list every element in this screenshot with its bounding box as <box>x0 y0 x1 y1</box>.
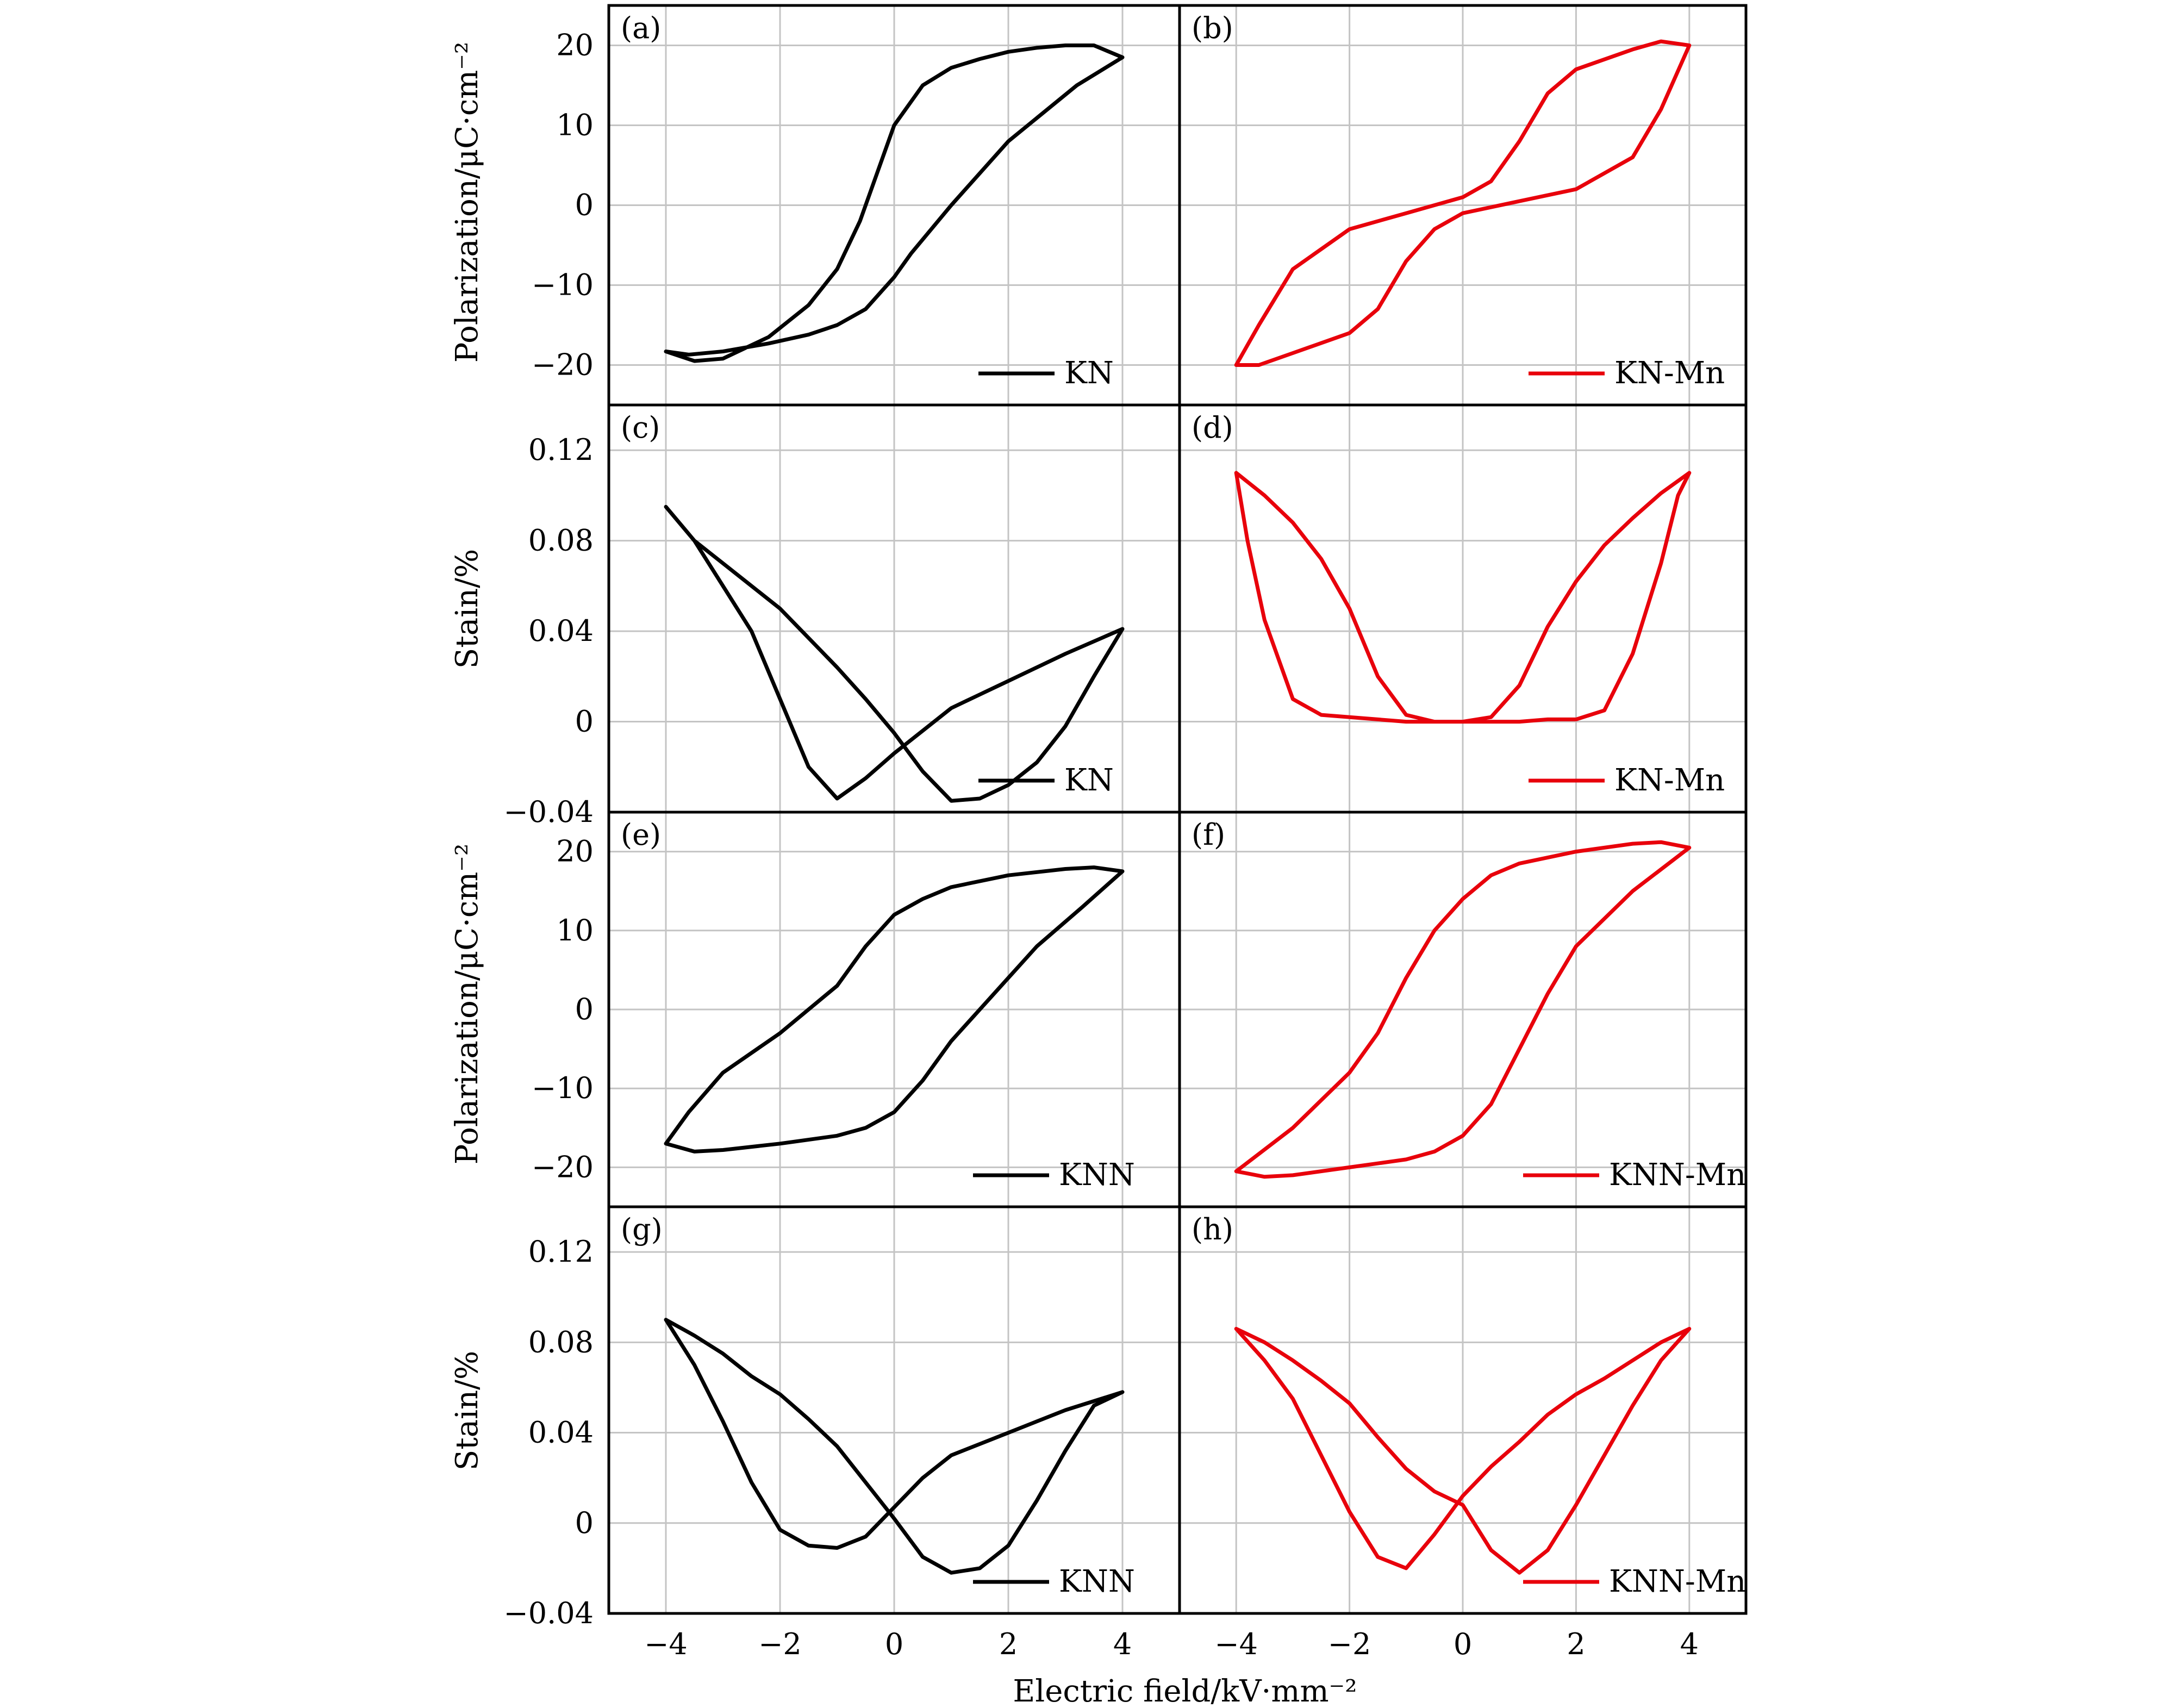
y-tick-label: −0.04 <box>504 795 594 829</box>
panel-label: (f) <box>1192 818 1225 852</box>
y-axis-label-polarization-top: Polarization/μC·cm⁻² <box>450 42 485 363</box>
y-axis-label-strain-upper: Stain/% <box>450 549 485 669</box>
y-tick-label: −10 <box>532 1071 594 1105</box>
panel-frame <box>1178 1205 1748 1615</box>
panel-label: (d) <box>1192 410 1233 445</box>
x-axis-label: Electric field/kV·mm⁻² <box>1013 1674 1357 1708</box>
y-tick-label: 0.04 <box>528 1416 594 1450</box>
y-tick-label: −20 <box>532 348 594 382</box>
series-line-kn <box>664 43 1125 363</box>
x-tick-label: −2 <box>758 1627 802 1661</box>
x-tick-label: 0 <box>885 1627 903 1661</box>
y-tick-label: 0 <box>575 1506 594 1540</box>
series-line-knn <box>664 865 1125 1154</box>
x-tick-label: 2 <box>1567 1627 1585 1661</box>
y-tick-label: 0 <box>575 992 594 1026</box>
y-tick-label: 20 <box>556 834 594 869</box>
legend-label: KNN-Mn <box>1609 1157 1746 1193</box>
y-tick-label: 0.08 <box>528 1325 594 1359</box>
panel-a: −20 −10 0 10 20 (a) KN <box>532 4 1181 407</box>
y-tick-label: −20 <box>532 1150 594 1184</box>
legend-label: KNN <box>1059 1157 1135 1193</box>
x-tick-label: 4 <box>1113 1627 1132 1661</box>
panel-label: (h) <box>1192 1212 1233 1246</box>
panel-d: (d) KN-Mn <box>1178 403 1748 814</box>
y-tick-label: −10 <box>532 268 594 302</box>
legend-label: KN-Mn <box>1614 763 1725 798</box>
series-line-knn <box>664 1318 1125 1575</box>
x-tick-label: −4 <box>1214 1627 1258 1661</box>
y-tick-label: 0.12 <box>528 1235 594 1269</box>
panel-c: −0.04 0 0.04 0.08 0.12 (c) KN <box>504 403 1181 829</box>
x-tick-label: 2 <box>999 1627 1018 1661</box>
panel-f: (f) KNN-Mn <box>1178 811 1748 1208</box>
y-tick-label: −0.04 <box>504 1596 594 1630</box>
panel-b: (b) KN-Mn <box>1178 4 1748 407</box>
legend-label: KN <box>1064 356 1114 391</box>
panel-label: (e) <box>621 818 661 852</box>
y-tick-label: 20 <box>556 28 594 63</box>
legend-label: KNN-Mn <box>1609 1564 1746 1599</box>
series-line-kn-mn <box>1234 39 1692 367</box>
legend-label: KN <box>1064 763 1114 798</box>
y-tick-label: 0.04 <box>528 614 594 648</box>
series-line-knn-mn <box>1234 1326 1692 1575</box>
y-axis-labels-layer: Polarization/μC·cm⁻² Stain/% Polarizatio… <box>450 42 485 1470</box>
y-tick-label: 0 <box>575 705 594 739</box>
legend-label: KNN <box>1059 1564 1135 1599</box>
y-axis-label-polarization-bottom: Polarization/μC·cm⁻² <box>450 844 485 1165</box>
series-line-knn-mn <box>1234 840 1692 1179</box>
x-tick-label: 4 <box>1680 1627 1699 1661</box>
y-tick-label: 10 <box>556 913 594 947</box>
panel-g: −0.04 0 0.04 0.08 0.12 −4 −2 0 2 4 (g) KNN <box>504 1205 1181 1661</box>
series-line-kn <box>664 504 1125 803</box>
panel-label: (b) <box>1192 11 1233 45</box>
y-tick-label: 0 <box>575 188 594 222</box>
panel-label: (a) <box>621 11 661 45</box>
panel-h: −4 −2 0 2 4 (h) KNN-Mn <box>1178 1205 1748 1661</box>
panel-label: (g) <box>621 1212 663 1246</box>
legend-label: KN-Mn <box>1614 356 1725 391</box>
y-tick-label: 0.08 <box>528 523 594 558</box>
x-tick-label: −2 <box>1328 1627 1371 1661</box>
x-tick-label: −4 <box>644 1627 688 1661</box>
y-tick-label: 10 <box>556 108 594 142</box>
series-line-kn-mn <box>1234 471 1692 724</box>
panel-label: (c) <box>621 410 660 445</box>
x-tick-label: 0 <box>1454 1627 1472 1661</box>
y-tick-label: 0.12 <box>528 433 594 467</box>
panel-e: −20 −10 0 10 20 (e) KNN <box>532 811 1181 1208</box>
y-axis-label-strain-lower: Stain/% <box>450 1351 485 1470</box>
